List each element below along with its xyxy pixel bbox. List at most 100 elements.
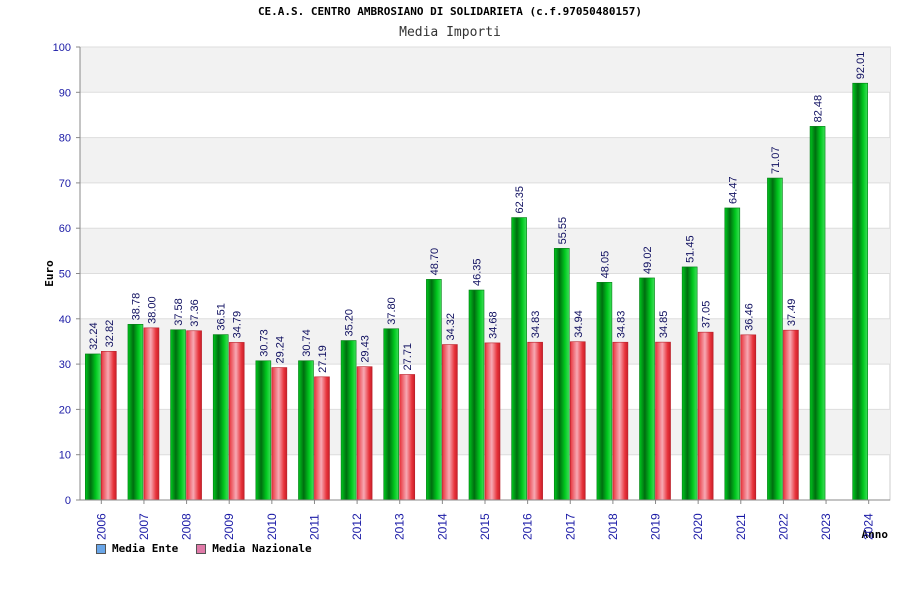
- bar-media-nazionale: [399, 374, 416, 501]
- x-tick-label: 2012: [350, 513, 364, 540]
- data-label: 34.83: [615, 311, 627, 339]
- data-label: 34.85: [658, 311, 670, 339]
- bar-media-ente: [298, 360, 314, 501]
- bar-media-ente: [468, 289, 485, 501]
- data-label: 38.00: [146, 296, 158, 324]
- chart-title: CE.A.S. CENTRO AMBROSIANO DI SOLIDARIETA…: [257, 5, 643, 18]
- bar-media-ente: [127, 324, 144, 501]
- data-label: 34.32: [445, 313, 457, 341]
- bar-media-nazionale: [356, 366, 373, 501]
- bar-media-ente: [170, 329, 186, 501]
- bar-media-nazionale: [442, 344, 458, 501]
- bar-media-nazionale: [314, 376, 330, 501]
- bar-media-ente: [511, 217, 527, 501]
- bar-media-ente: [596, 282, 613, 501]
- bar-media-nazionale: [527, 341, 543, 501]
- x-tick-label: 2023: [819, 513, 833, 540]
- grid-band: [80, 228, 890, 274]
- data-label: 29.24: [274, 336, 286, 364]
- data-label: 38.78: [130, 293, 142, 321]
- data-label: 29.43: [360, 335, 372, 363]
- data-label: 82.48: [813, 95, 825, 123]
- x-tick-label: 2020: [691, 513, 705, 540]
- x-tick-label: 2010: [265, 513, 279, 540]
- y-tick-label: 80: [59, 133, 71, 145]
- x-tick-label: 2014: [435, 513, 449, 540]
- data-label: 34.68: [488, 311, 500, 339]
- data-label: 27.19: [317, 345, 329, 373]
- y-axis-label: Euro: [43, 260, 56, 287]
- x-tick-label: 2006: [94, 513, 108, 540]
- bar-media-nazionale: [484, 342, 501, 501]
- data-label: 64.47: [727, 176, 739, 204]
- bar-media-ente: [85, 353, 101, 501]
- data-label: 34.94: [573, 310, 585, 338]
- bar-media-nazionale: [569, 341, 586, 501]
- grid-band: [80, 47, 890, 93]
- data-label: 37.49: [786, 299, 798, 327]
- legend-item-media-nazionale: Media Nazionale: [196, 542, 312, 555]
- grid-band: [80, 137, 890, 183]
- bar-media-ente: [767, 177, 783, 501]
- data-label: 55.55: [557, 217, 569, 245]
- data-label: 62.35: [514, 186, 526, 214]
- x-tick-label: 2013: [393, 513, 407, 540]
- x-tick-label: 2022: [776, 513, 790, 540]
- data-label: 51.45: [685, 235, 697, 263]
- x-axis-label: Anno: [862, 528, 889, 541]
- data-label: 92.01: [855, 52, 867, 80]
- data-label: 48.70: [429, 248, 441, 276]
- x-tick-label: 2021: [734, 513, 748, 540]
- chart-subtitle: Media Importi: [399, 25, 501, 40]
- legend-label-media-ente: Media Ente: [112, 542, 179, 555]
- data-label: 32.24: [88, 322, 100, 350]
- legend-swatch-media-nazionale: [196, 543, 207, 554]
- bar-media-nazionale: [143, 327, 160, 501]
- x-tick-label: 2009: [222, 513, 236, 540]
- bar-media-ente: [212, 334, 229, 501]
- bar-media-nazionale: [612, 341, 629, 501]
- data-label: 71.07: [770, 147, 782, 175]
- bar-media-nazionale: [697, 331, 714, 501]
- data-label: 34.83: [530, 311, 542, 339]
- x-tick-label: 2024: [862, 513, 876, 540]
- legend-item-media-ente: Media Ente: [96, 542, 178, 555]
- x-tick-label: 2017: [563, 513, 577, 540]
- bar-media-ente: [724, 207, 741, 501]
- bar-media-ente: [426, 279, 442, 501]
- y-tick-label: 100: [53, 42, 71, 54]
- bar-media-nazionale: [228, 342, 245, 501]
- y-tick-label: 0: [65, 495, 71, 507]
- y-tick-label: 60: [59, 223, 71, 235]
- bar-media-ente: [852, 82, 868, 501]
- data-label: 36.51: [216, 303, 228, 331]
- x-tick-label: 2011: [307, 514, 321, 540]
- y-tick-label: 70: [59, 178, 71, 190]
- legend-label-media-nazionale: Media Nazionale: [212, 542, 312, 555]
- bar-media-ente: [639, 277, 655, 501]
- y-tick-label: 10: [59, 450, 71, 462]
- data-label: 49.02: [642, 246, 654, 274]
- x-tick-label: 2008: [180, 513, 194, 540]
- bar-media-ente: [255, 360, 272, 501]
- data-label: 30.73: [258, 329, 270, 357]
- data-label: 32.82: [104, 320, 116, 348]
- data-label: 30.74: [301, 329, 313, 357]
- data-label: 36.46: [743, 303, 755, 331]
- bar-media-nazionale: [740, 334, 757, 501]
- x-tick-label: 2019: [649, 513, 663, 540]
- x-tick-label: 2018: [606, 513, 620, 540]
- data-label: 48.05: [599, 251, 611, 279]
- bar-media-nazionale: [783, 329, 799, 501]
- bar-media-ente: [681, 266, 698, 501]
- y-tick-label: 40: [59, 314, 71, 326]
- bars: [85, 82, 868, 501]
- legend-swatch-media-ente: [96, 543, 106, 554]
- y-tick-label: 90: [59, 87, 71, 99]
- x-tick-label: 2007: [137, 513, 151, 540]
- bar-media-nazionale: [271, 367, 288, 501]
- x-tick-label: 2015: [478, 513, 492, 540]
- y-tick-label: 50: [59, 269, 71, 281]
- bar-media-ente: [340, 340, 357, 501]
